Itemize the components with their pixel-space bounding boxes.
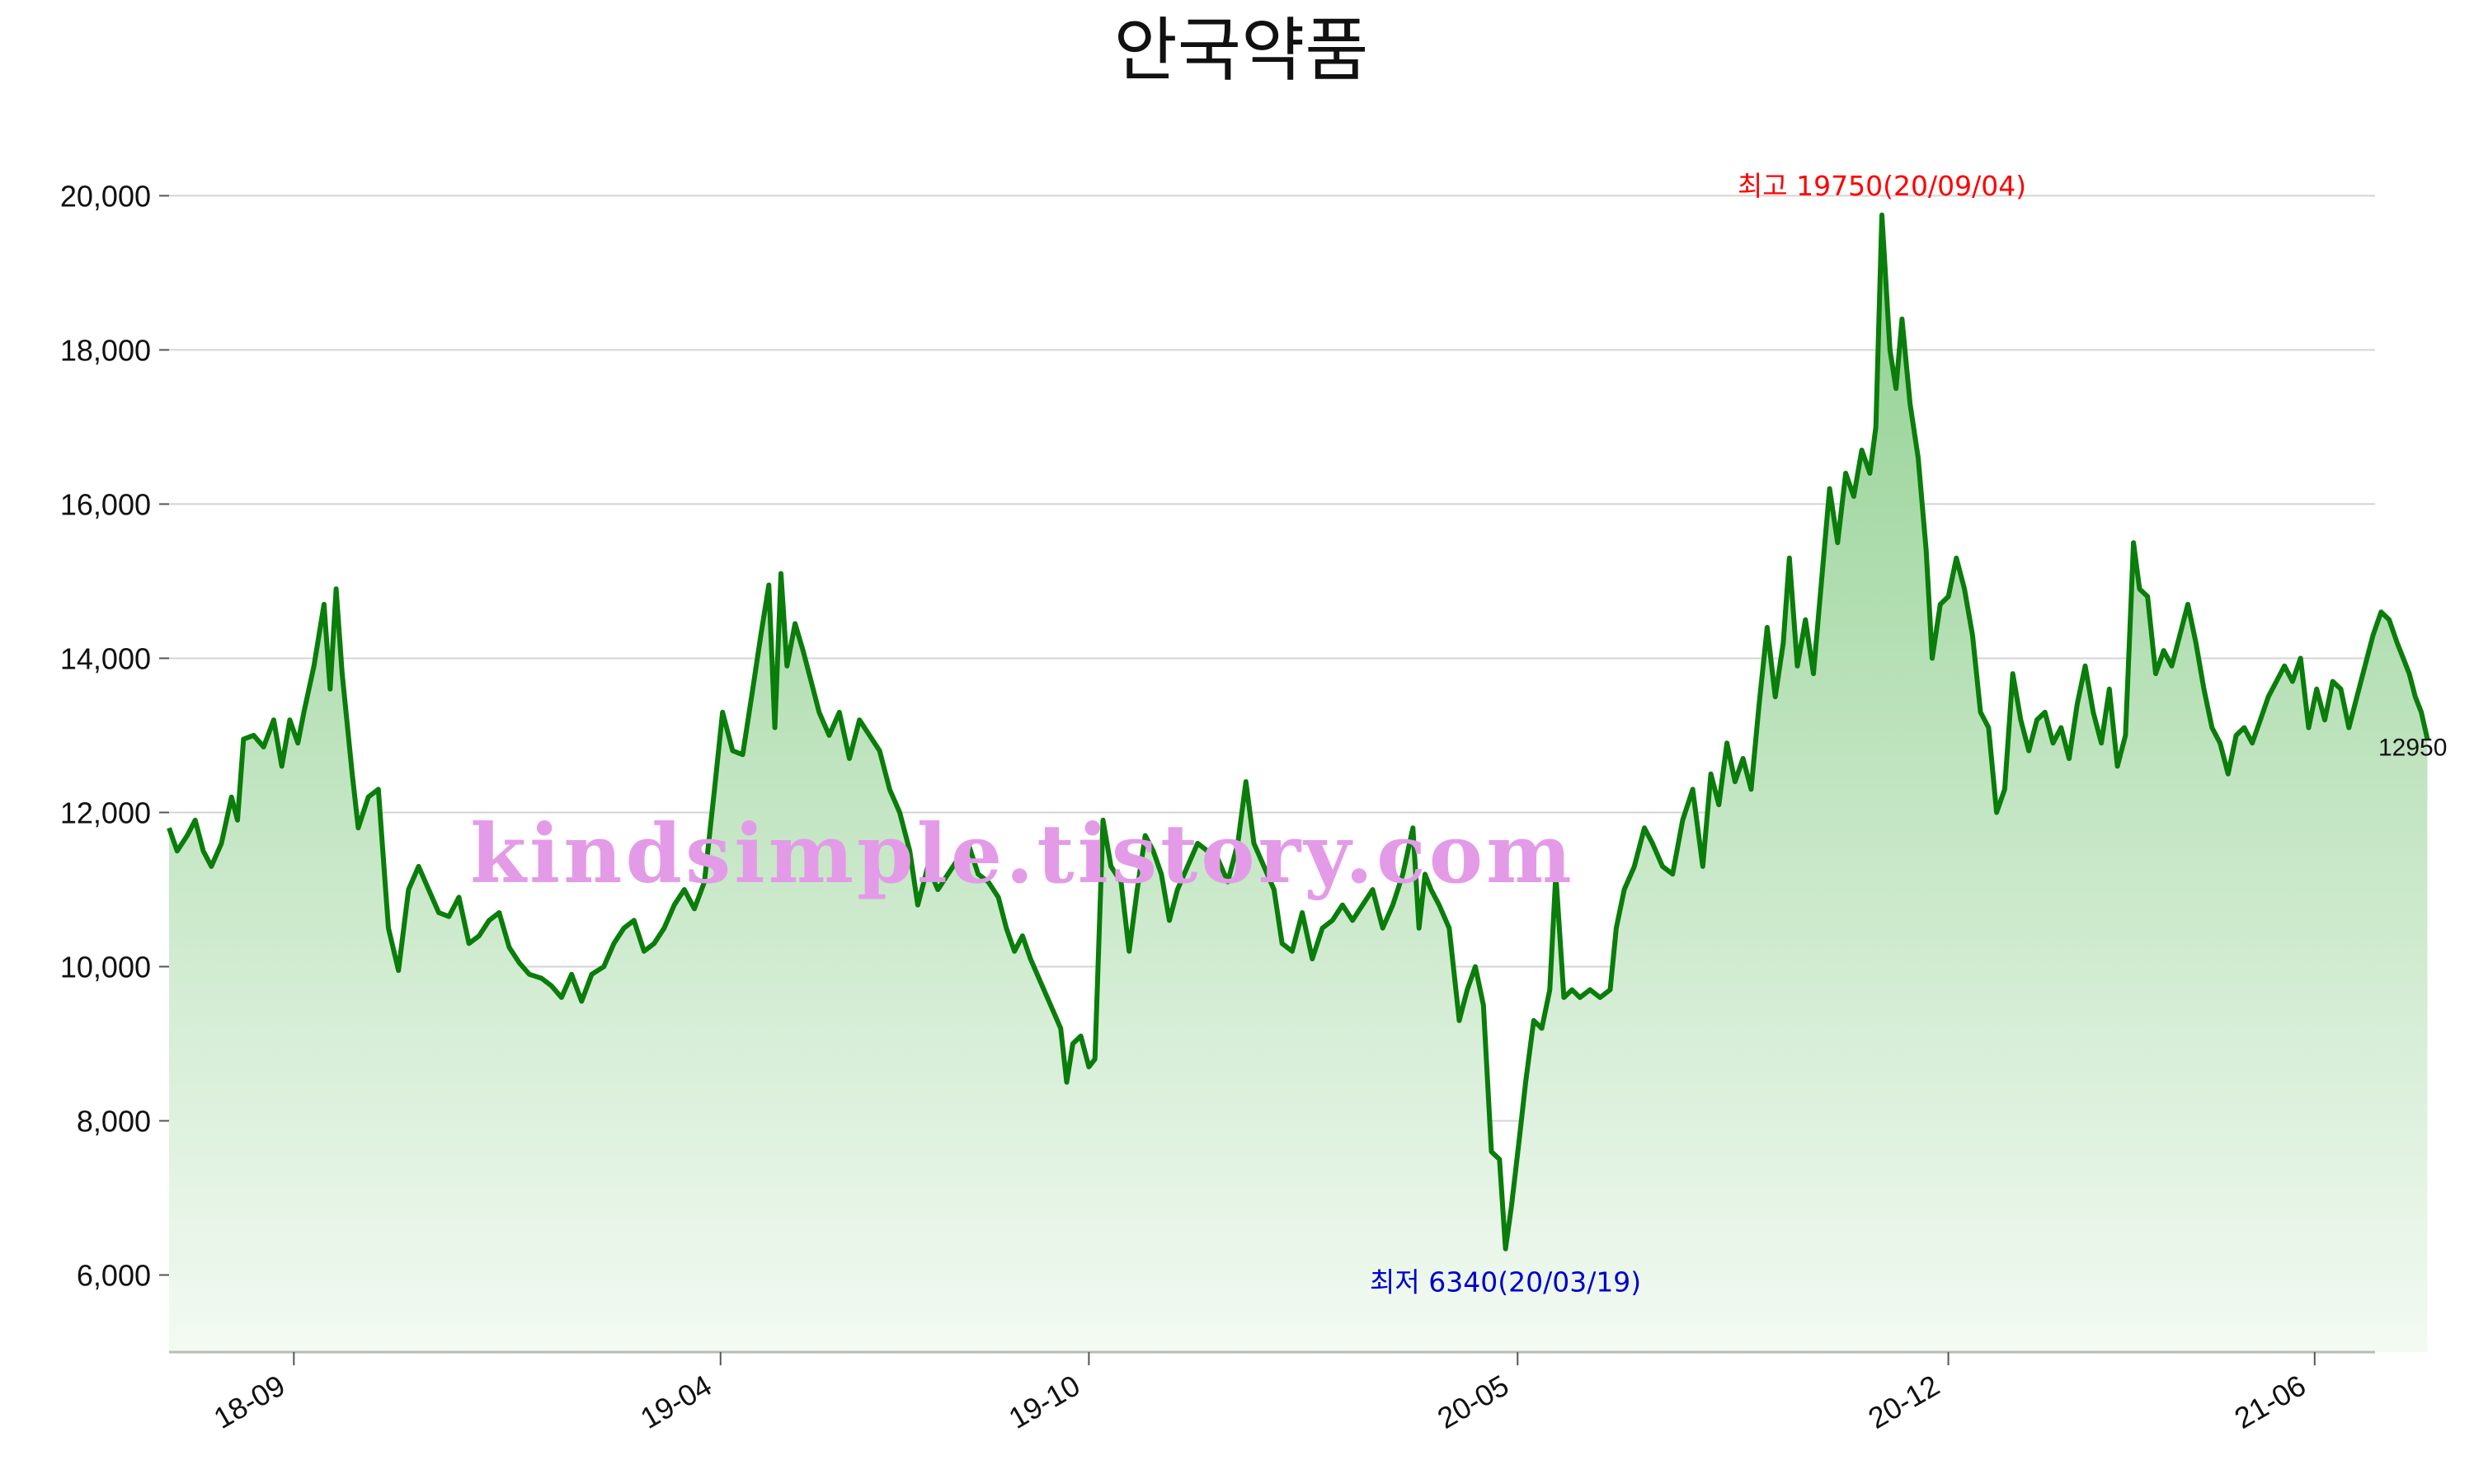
max-price-annotation: 최고 19750(20/09/04): [1738, 170, 2026, 202]
x-tick-label: 20-12: [1862, 1368, 1945, 1435]
min-price-annotation: 최저 6340(20/03/19): [1370, 1266, 1641, 1298]
price-area-fill: [169, 214, 2428, 1352]
x-axis: 18-09 19-04 19-10 20-05 20-12 21-06: [208, 1352, 2316, 1435]
watermark-text: kindsimple.tistory.com: [470, 807, 1575, 902]
y-tick-label: 18,000: [60, 333, 151, 367]
y-tick-label: 20,000: [60, 179, 151, 213]
y-axis: 6,000 8,000 10,000 12,000 14,000 16,000 18,000…: [60, 179, 169, 1292]
y-tick-label: 10,000: [60, 950, 151, 984]
x-tick-label: 18-09: [208, 1368, 290, 1435]
y-tick-label: 6,000: [77, 1258, 151, 1292]
price-line: [167, 212, 2430, 1252]
chart-title: 안국약품: [1113, 10, 1368, 91]
y-tick-label: 12,000: [60, 796, 151, 829]
x-tick-label: 19-10: [1003, 1368, 1085, 1435]
x-tick-label: 20-05: [1432, 1368, 1514, 1435]
y-tick-label: 8,000: [77, 1104, 151, 1138]
x-tick-label: 19-04: [635, 1368, 717, 1435]
y-tick-label: 16,000: [60, 487, 151, 521]
y-tick-label: 14,000: [60, 641, 151, 675]
last-price-label: 12950: [2378, 735, 2447, 762]
x-tick-label: 21-06: [2229, 1368, 2312, 1435]
